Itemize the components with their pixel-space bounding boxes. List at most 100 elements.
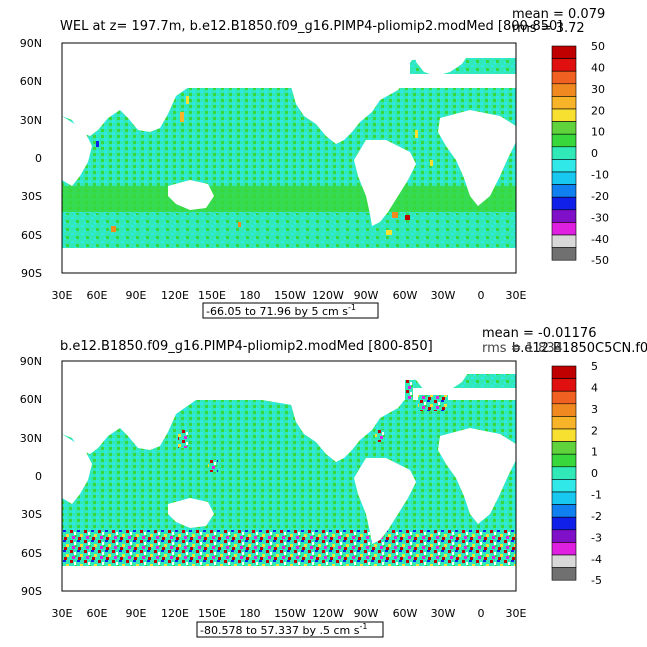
panel-2-title: b.e12.B1850.f09_g16.PIMP4-pliomip2.modMe… bbox=[60, 339, 433, 354]
lon-tick-label: 60W bbox=[393, 607, 418, 620]
colorbar-label: 40 bbox=[591, 61, 605, 74]
southern-ocean bbox=[62, 213, 516, 248]
colorbar-swatch bbox=[551, 491, 577, 505]
lon-tick-label: 150E bbox=[198, 289, 226, 302]
lon-tick-label: 150W bbox=[274, 607, 306, 620]
colorbar-swatch bbox=[551, 222, 577, 236]
lon-tick-label: 0 bbox=[478, 607, 485, 620]
panel-2-title-continued: b.e12.B1850C5CN.f09 bbox=[512, 341, 647, 356]
north-america-landmass bbox=[288, 366, 410, 462]
colorbar-swatch bbox=[551, 504, 577, 518]
colorbar-swatch bbox=[551, 529, 577, 543]
southern-green-band bbox=[62, 186, 516, 212]
panel-2-mean: mean = -0.01176 bbox=[482, 326, 596, 341]
south-america-landmass bbox=[354, 458, 416, 544]
colorbar-swatch bbox=[551, 133, 577, 148]
colorbar-label: 30 bbox=[591, 83, 605, 96]
svg-text:-80.578 to 57.337 by .5 cm s-1: -80.578 to 57.337 by .5 cm s-1 bbox=[200, 622, 367, 637]
lon-tick-label: 30E bbox=[506, 289, 527, 302]
colorbar-label: -4 bbox=[591, 553, 602, 566]
lon-tick-label: 90W bbox=[354, 289, 379, 302]
colorbar-label: 2 bbox=[591, 424, 598, 437]
lon-tick-label: 60E bbox=[87, 607, 108, 620]
colorbar-swatch bbox=[551, 466, 577, 480]
colorbar-swatch bbox=[551, 516, 577, 531]
colorbar-swatch bbox=[551, 479, 577, 493]
lat-tick-label: 0 bbox=[35, 152, 42, 165]
lat-tick-label: 90S bbox=[21, 267, 42, 280]
colorbar-swatch bbox=[551, 209, 577, 223]
panel-2-map bbox=[62, 361, 516, 591]
australia-landmass bbox=[168, 180, 214, 210]
southern-ocean-storm-track bbox=[62, 530, 516, 566]
range-label: -66.05 to 71.96 by 5 cm s bbox=[206, 305, 348, 318]
colorbar-label: 0 bbox=[591, 467, 598, 480]
colorbar-swatch bbox=[551, 58, 577, 72]
panel-1-map bbox=[62, 43, 516, 273]
lat-tick-label: 0 bbox=[35, 470, 42, 483]
colorbar-swatch bbox=[551, 234, 577, 248]
lat-tick-label: 60S bbox=[21, 229, 42, 242]
colorbar-swatch bbox=[551, 70, 577, 85]
lon-tick-label: 90E bbox=[126, 289, 147, 302]
lon-tick-label: 120W bbox=[312, 289, 344, 302]
lat-tick-label: 60N bbox=[20, 75, 42, 88]
colorbar-swatch bbox=[551, 403, 577, 417]
panel-2-lon-axis: 30E 60E 90E 120E 150E 180 150W 120W 90W … bbox=[52, 607, 527, 620]
panel-1-rms: rms = 3.72 bbox=[512, 21, 585, 36]
panel-2-colorbar: 5 4 3 2 1 0 -1 -2 -3 -4 -5 bbox=[551, 360, 602, 587]
antarctica-landmass bbox=[62, 566, 516, 591]
colorbar-swatch bbox=[551, 108, 577, 122]
antarctica-landmass bbox=[62, 248, 516, 273]
panel-1-mean: mean = 0.079 bbox=[512, 7, 605, 22]
colorbar-label: -3 bbox=[591, 531, 602, 544]
north-america-landmass bbox=[288, 48, 410, 144]
lon-tick-label: 150W bbox=[274, 289, 306, 302]
lon-tick-label: 180 bbox=[240, 289, 261, 302]
panel-2-rms: rms = 1.834 bbox=[482, 341, 563, 356]
colorbar-label: 0 bbox=[591, 147, 598, 160]
lon-tick-label: 60E bbox=[87, 289, 108, 302]
range-unit-exponent: -1 bbox=[348, 303, 356, 312]
lat-tick-label: 30S bbox=[21, 508, 42, 521]
colorbar-swatch bbox=[551, 428, 577, 442]
lat-tick-label: 30N bbox=[20, 114, 42, 127]
panel-1-lon-axis: 30E 60E 90E 120E 150E 180 150W 120W 90W … bbox=[52, 289, 527, 302]
south-america-landmass bbox=[354, 140, 416, 226]
colorbar-swatch bbox=[551, 567, 577, 581]
colorbar-swatch bbox=[551, 378, 577, 392]
colorbar-swatch bbox=[551, 83, 577, 97]
colorbar-label: 10 bbox=[591, 126, 605, 139]
colorbar-label: 1 bbox=[591, 446, 598, 459]
colorbar-swatch bbox=[551, 171, 577, 185]
lon-tick-label: 60W bbox=[393, 289, 418, 302]
lon-tick-label: 0 bbox=[478, 289, 485, 302]
lon-tick-label: 120E bbox=[161, 289, 189, 302]
greenland-landmass bbox=[415, 50, 470, 76]
colorbar-label: 4 bbox=[591, 381, 598, 394]
colorbar-label: -50 bbox=[591, 254, 609, 267]
lat-tick-label: 90S bbox=[21, 585, 42, 598]
colorbar-swatch bbox=[551, 441, 577, 455]
colorbar-label: -5 bbox=[591, 574, 602, 587]
lat-tick-label: 30S bbox=[21, 190, 42, 203]
colorbar-swatch bbox=[551, 390, 577, 405]
colorbar-swatch bbox=[551, 542, 577, 556]
greenland-landmass bbox=[415, 368, 470, 394]
panel-2-frame bbox=[61, 360, 517, 592]
lon-tick-label: 90E bbox=[126, 607, 147, 620]
australia-landmass bbox=[168, 498, 214, 528]
range-unit-exponent: -1 bbox=[359, 622, 367, 631]
lon-tick-label: 180 bbox=[240, 607, 261, 620]
lon-tick-label: 30W bbox=[431, 607, 456, 620]
colorbar-label: 50 bbox=[591, 40, 605, 53]
lat-tick-label: 90N bbox=[20, 37, 42, 50]
colorbar-label: -10 bbox=[591, 169, 609, 182]
lat-tick-label: 60N bbox=[20, 393, 42, 406]
colorbar-label: 5 bbox=[591, 360, 598, 373]
colorbar-swatch bbox=[551, 453, 577, 468]
panel-1-frame bbox=[61, 42, 517, 274]
svg-text:-66.05 to 71.96 by 5 cm s-1: -66.05 to 71.96 by 5 cm s-1 bbox=[206, 303, 356, 318]
lon-tick-label: 30E bbox=[52, 607, 73, 620]
panel-1-lat-axis: 90N 60N 30N 0 30S 60S 90S bbox=[20, 37, 42, 280]
